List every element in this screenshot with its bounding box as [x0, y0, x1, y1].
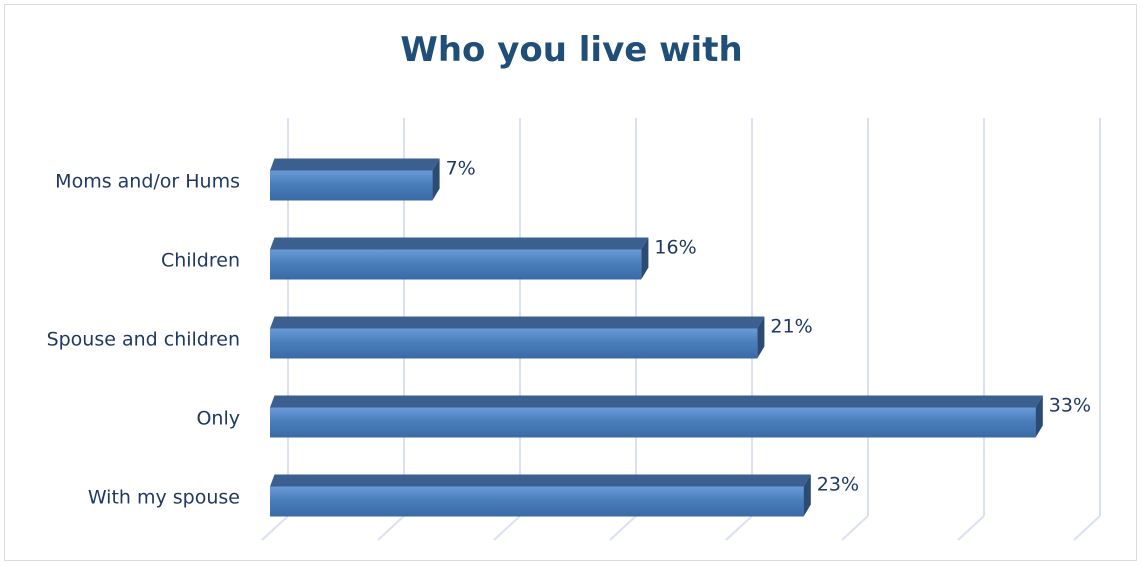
bar	[270, 407, 1036, 438]
gridline-floor	[1073, 515, 1101, 541]
value-label: 33%	[1049, 395, 1091, 417]
chart-frame	[4, 4, 1137, 561]
bar-top	[270, 474, 811, 487]
category-label: With my spouse	[88, 487, 240, 509]
bar-side	[432, 158, 440, 201]
gridline-floor	[261, 515, 289, 541]
category-label: Spouse and children	[47, 329, 240, 351]
bar-top	[270, 395, 1043, 408]
category-label: Children	[161, 250, 240, 272]
category-label: Only	[196, 408, 240, 430]
bar-side	[803, 474, 811, 517]
gridline-floor	[609, 515, 637, 541]
gridline-floor	[377, 515, 405, 541]
bar-top	[270, 158, 440, 171]
bars	[270, 158, 1043, 517]
bar	[270, 170, 433, 201]
gridline-floor	[725, 515, 753, 541]
value-label: 23%	[817, 474, 859, 496]
bar-side	[641, 237, 649, 280]
category-label: Moms and/or Hums	[55, 171, 240, 193]
bar-side	[757, 316, 765, 359]
gridline-floor	[957, 515, 985, 541]
chart-title: Who you live with	[400, 30, 743, 70]
bar-side	[1035, 395, 1043, 438]
bar	[270, 486, 804, 517]
bar-top	[270, 237, 649, 250]
value-label: 7%	[446, 158, 476, 180]
bar-top	[270, 316, 765, 329]
value-label: 16%	[654, 237, 696, 259]
bar	[270, 249, 642, 280]
bar	[270, 328, 758, 359]
gridline-floor	[841, 515, 869, 541]
gridline-floor	[493, 515, 521, 541]
value-label: 21%	[770, 316, 812, 338]
labels: Moms and/or Hums 7% Children 16% Spouse and …	[47, 158, 1091, 509]
